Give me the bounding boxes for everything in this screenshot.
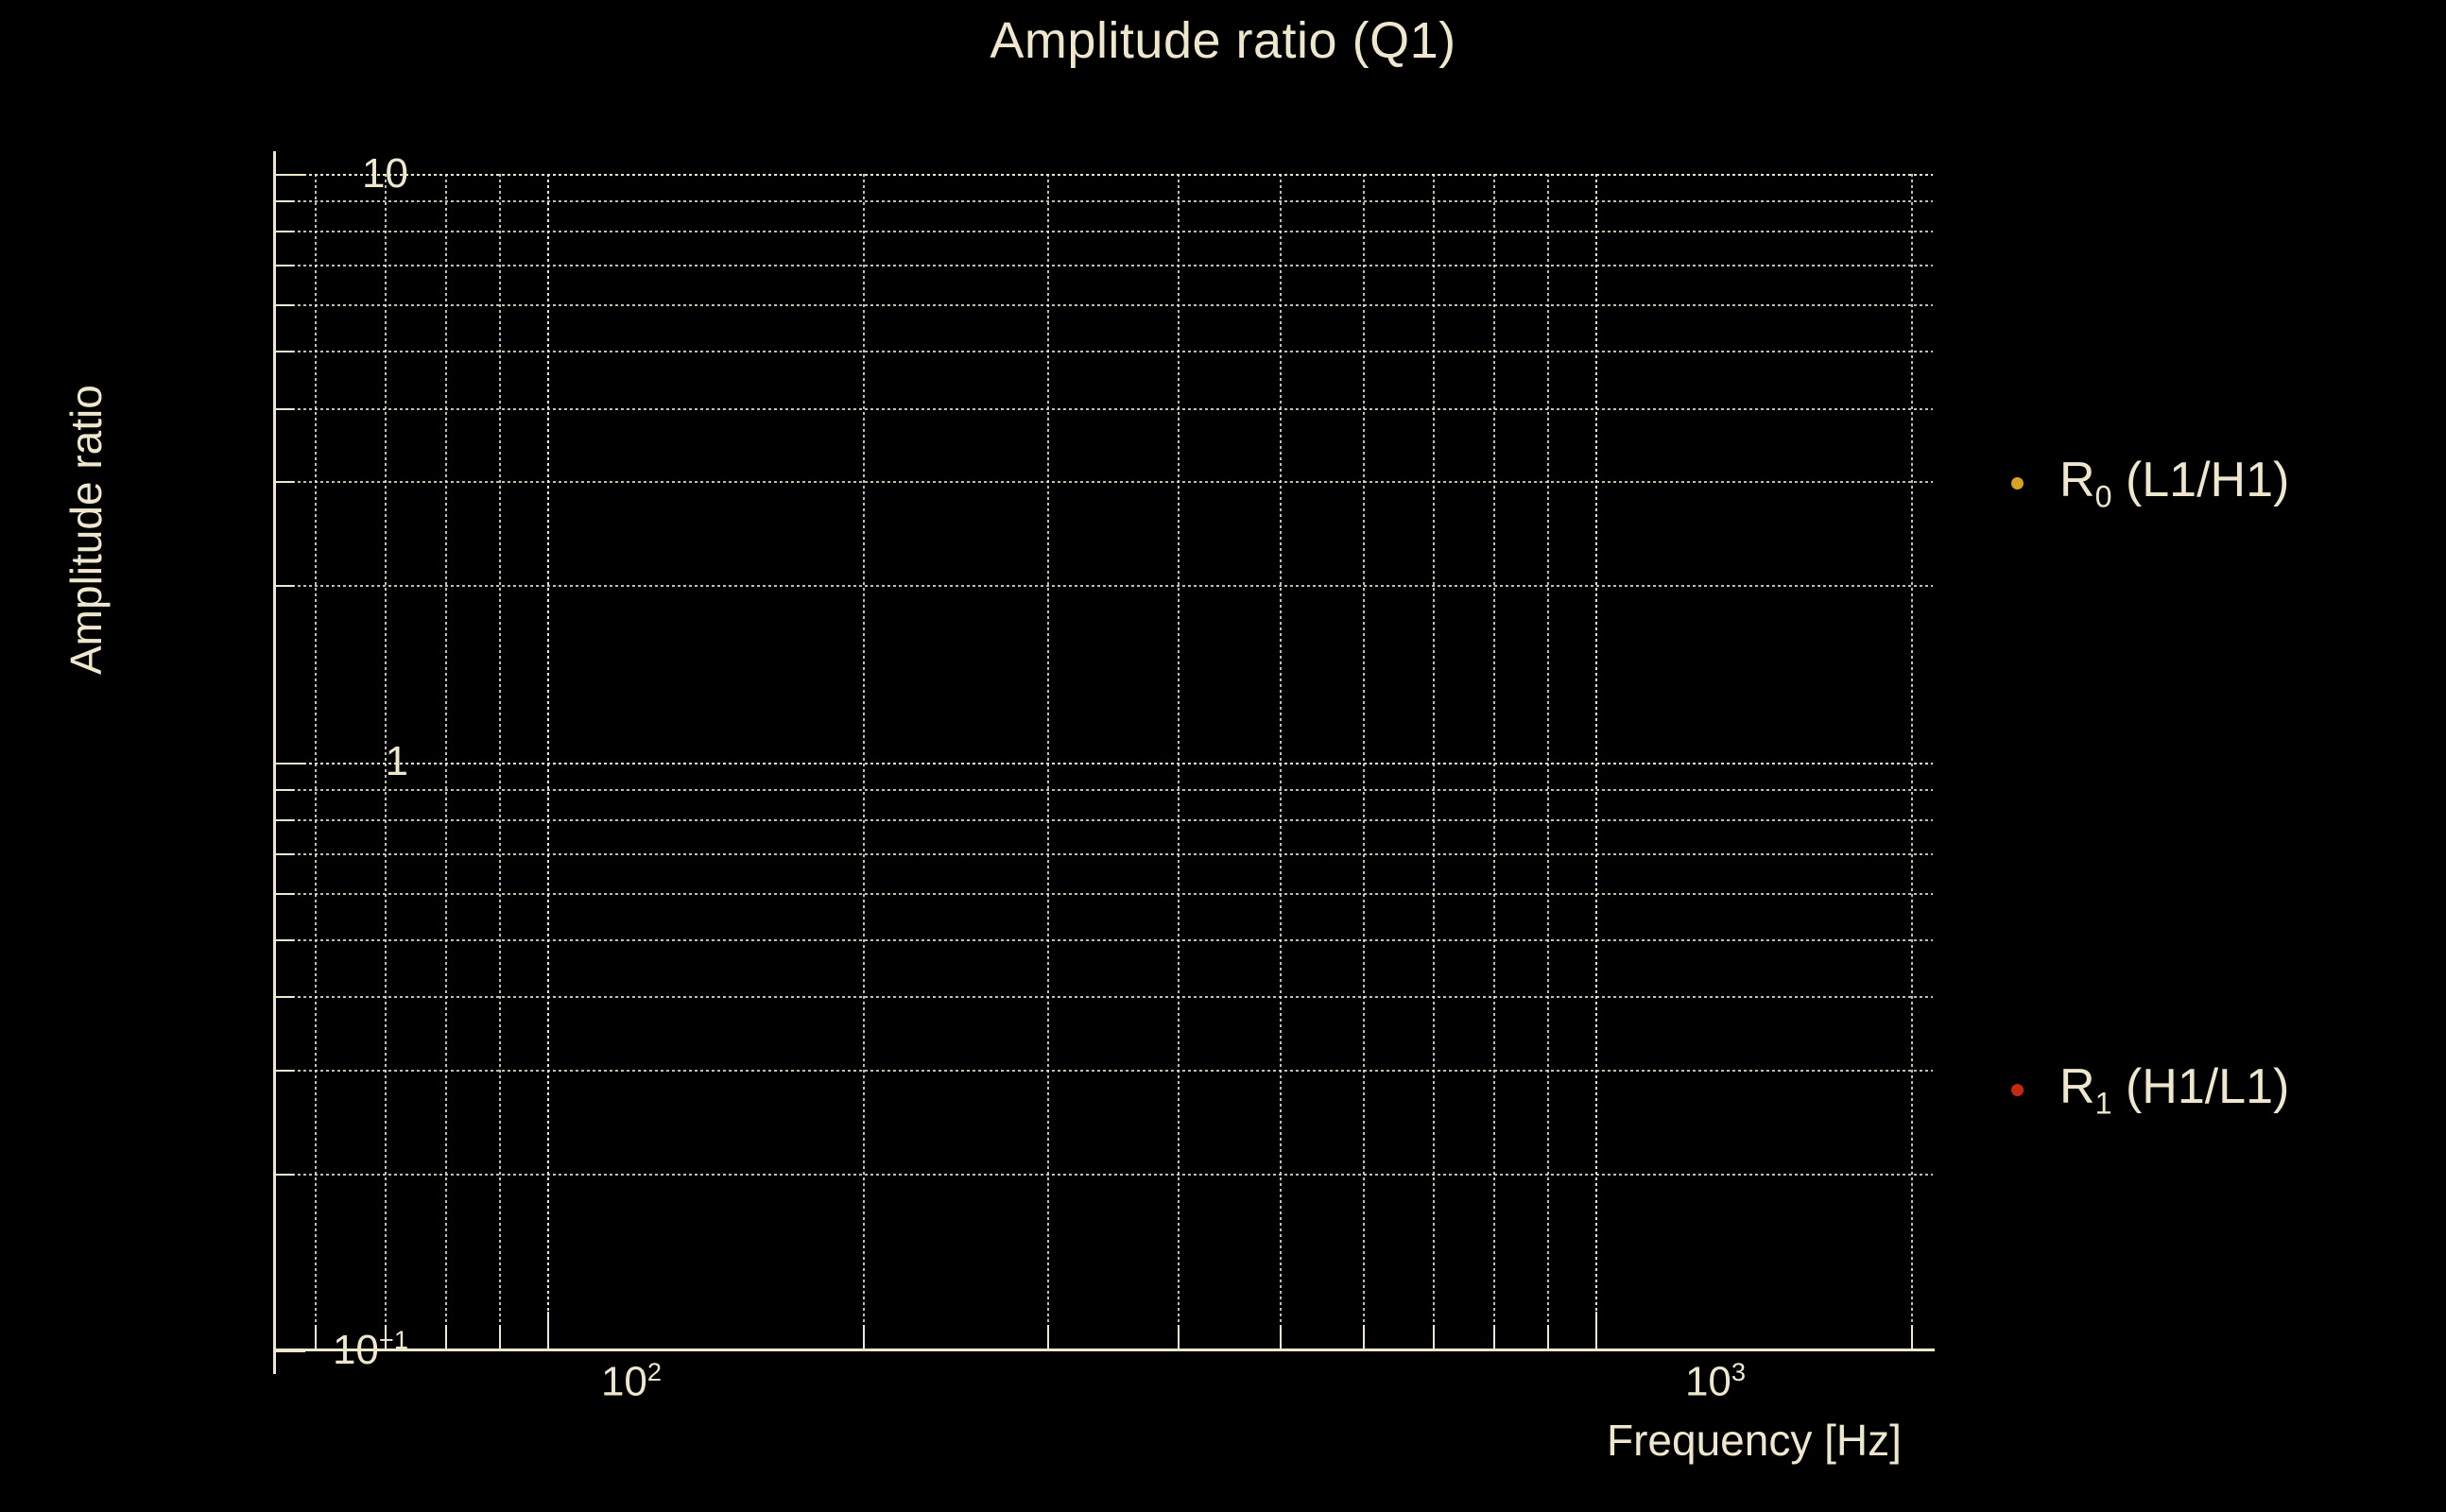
x-axis-tick xyxy=(315,1325,317,1349)
legend-label-symbol: R xyxy=(2059,453,2095,507)
y-axis-tick xyxy=(273,939,294,941)
x-axis-tick-label: 102 xyxy=(601,1357,662,1406)
y-gridline xyxy=(275,585,1933,587)
x-axis-tick xyxy=(1280,1325,1282,1349)
x-gridline xyxy=(1493,174,1495,1350)
y-axis-tick-label: 10 xyxy=(362,150,408,198)
y-axis-tick xyxy=(273,351,294,352)
x-axis-line xyxy=(273,1349,1935,1351)
x-gridline xyxy=(863,174,865,1350)
x-axis-title: Frequency [Hz] xyxy=(1607,1416,1902,1465)
y-axis-tick xyxy=(273,585,294,587)
y-axis-tick xyxy=(273,893,294,895)
y-gridline xyxy=(275,174,1933,176)
legend-label-suffix: (H1/L1) xyxy=(2111,1059,2290,1114)
y-gridline xyxy=(275,853,1933,855)
y-gridline xyxy=(275,939,1933,941)
y-gridline xyxy=(275,265,1933,266)
legend-marker-dot-icon xyxy=(2011,1084,2024,1097)
y-axis-title: Amplitude ratio xyxy=(61,385,111,675)
tick-mantissa: 10 xyxy=(362,150,408,197)
y-axis-tick xyxy=(273,200,294,202)
page-title: Amplitude ratio (Q1) xyxy=(990,12,1456,69)
y-axis-tick xyxy=(273,996,294,998)
x-gridline xyxy=(1595,174,1597,1350)
x-gridline xyxy=(1911,174,1913,1350)
x-axis-tick-label: 103 xyxy=(1685,1357,1746,1406)
y-axis-tick xyxy=(273,819,294,821)
y-gridline xyxy=(275,481,1933,483)
tick-mantissa: 10 xyxy=(1684,1358,1731,1405)
legend-entry[interactable]: R0 (L1/H1) xyxy=(1994,455,2289,512)
legend-entry[interactable]: R1 (H1/L1) xyxy=(1994,1062,2289,1119)
x-axis-tick xyxy=(1047,1325,1049,1349)
x-axis-tick xyxy=(547,1312,549,1349)
y-axis-tick xyxy=(273,1350,305,1352)
legend-label-suffix: (L1/H1) xyxy=(2111,453,2290,507)
x-gridline xyxy=(315,174,317,1350)
x-axis-tick xyxy=(863,1325,865,1349)
y-axis-tick-label: 1 xyxy=(386,738,408,785)
legend-label-subscript: 1 xyxy=(2094,1086,2112,1121)
x-gridline xyxy=(1047,174,1049,1350)
x-gridline xyxy=(547,174,549,1350)
x-gridline xyxy=(1178,174,1180,1350)
y-axis-tick xyxy=(273,408,294,410)
y-axis-tick xyxy=(273,304,294,306)
y-axis-tick xyxy=(273,231,294,232)
legend-label: R0 (L1/H1) xyxy=(2059,455,2289,512)
y-gridline xyxy=(275,231,1933,232)
y-axis-tick xyxy=(273,763,305,765)
y-gridline xyxy=(275,1070,1933,1072)
x-axis-tick xyxy=(1911,1325,1913,1349)
x-gridline xyxy=(445,174,447,1350)
x-axis-tick xyxy=(1178,1325,1180,1349)
tick-exponent: 2 xyxy=(646,1357,663,1386)
y-gridline xyxy=(275,200,1933,202)
y-axis-tick-label: 10−1 xyxy=(333,1325,408,1374)
y-axis-tick xyxy=(273,265,294,266)
tick-mantissa: 10 xyxy=(600,1358,647,1405)
y-axis-tick xyxy=(273,481,294,483)
x-axis-tick xyxy=(1547,1325,1549,1349)
x-axis-tick xyxy=(1363,1325,1365,1349)
y-axis-tick xyxy=(273,174,305,176)
y-axis-tick xyxy=(273,1070,294,1072)
x-gridline xyxy=(1547,174,1549,1350)
y-axis-tick xyxy=(273,789,294,791)
tick-exponent: 3 xyxy=(1731,1357,1747,1386)
x-gridline xyxy=(1363,174,1365,1350)
y-axis-tick xyxy=(273,1174,294,1176)
y-gridline xyxy=(275,819,1933,821)
x-axis-tick xyxy=(1595,1312,1597,1349)
x-gridline xyxy=(1433,174,1435,1350)
y-gridline xyxy=(275,789,1933,791)
legend-label: R1 (H1/L1) xyxy=(2059,1062,2289,1119)
x-axis-tick xyxy=(1493,1325,1495,1349)
x-axis-tick xyxy=(385,1325,387,1349)
legend: R0 (L1/H1) R1 (H1/L1) xyxy=(1994,0,2438,1512)
x-axis-tick xyxy=(445,1325,447,1349)
legend-label-symbol: R xyxy=(2059,1059,2095,1114)
plot-area xyxy=(275,174,1933,1350)
x-gridline xyxy=(499,174,501,1350)
x-gridline xyxy=(1280,174,1282,1350)
y-gridline xyxy=(275,1174,1933,1176)
y-gridline xyxy=(275,304,1933,306)
y-gridline xyxy=(275,763,1933,765)
legend-label-subscript: 0 xyxy=(2094,479,2112,514)
tick-exponent: −1 xyxy=(378,1325,408,1355)
legend-marker-dot-icon xyxy=(2011,477,2024,490)
y-gridline xyxy=(275,351,1933,352)
tick-mantissa: 10 xyxy=(332,1326,379,1373)
tick-mantissa: 1 xyxy=(385,738,408,784)
y-axis-tick xyxy=(273,853,294,855)
y-gridline xyxy=(275,996,1933,998)
y-gridline xyxy=(275,893,1933,895)
y-gridline xyxy=(275,408,1933,410)
x-axis-tick xyxy=(1433,1325,1435,1349)
x-axis-tick xyxy=(499,1325,501,1349)
